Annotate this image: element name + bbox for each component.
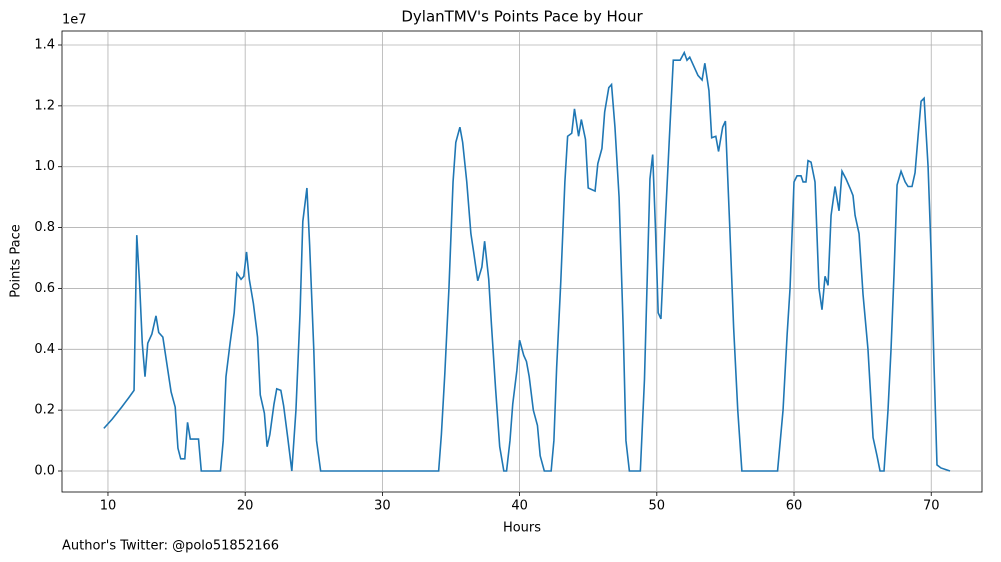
x-tick-label: 50 [649, 499, 666, 514]
plot-frame [61, 30, 983, 493]
x-tick-label: 30 [374, 499, 391, 514]
x-axis-label: Hours [503, 521, 541, 536]
y-tick-label: 1.0 [34, 159, 55, 174]
y-offset-label: 1e7 [62, 13, 87, 28]
y-axis-label: Points Pace [9, 224, 24, 298]
x-tick-label: 10 [100, 499, 117, 514]
y-tick-label: 0.6 [34, 281, 55, 296]
y-tick-label: 0.2 [34, 403, 55, 418]
y-tick-label: 1.4 [34, 37, 55, 52]
x-tick-label: 40 [511, 499, 528, 514]
y-tick-label: 0.8 [34, 220, 55, 235]
data-line [103, 50, 951, 472]
y-tick-label: 0.4 [34, 342, 55, 357]
footer: Author's Twitter: @polo51852166 [62, 539, 279, 554]
x-tick-label: 60 [786, 499, 803, 514]
y-tick-label: 1.2 [34, 98, 55, 113]
y-tick-label: 0.0 [34, 464, 55, 479]
chart-title: DylanTMV's Points Pace by Hour [401, 8, 643, 26]
x-tick-label: 20 [237, 499, 254, 514]
x-tick-label: 70 [923, 499, 940, 514]
